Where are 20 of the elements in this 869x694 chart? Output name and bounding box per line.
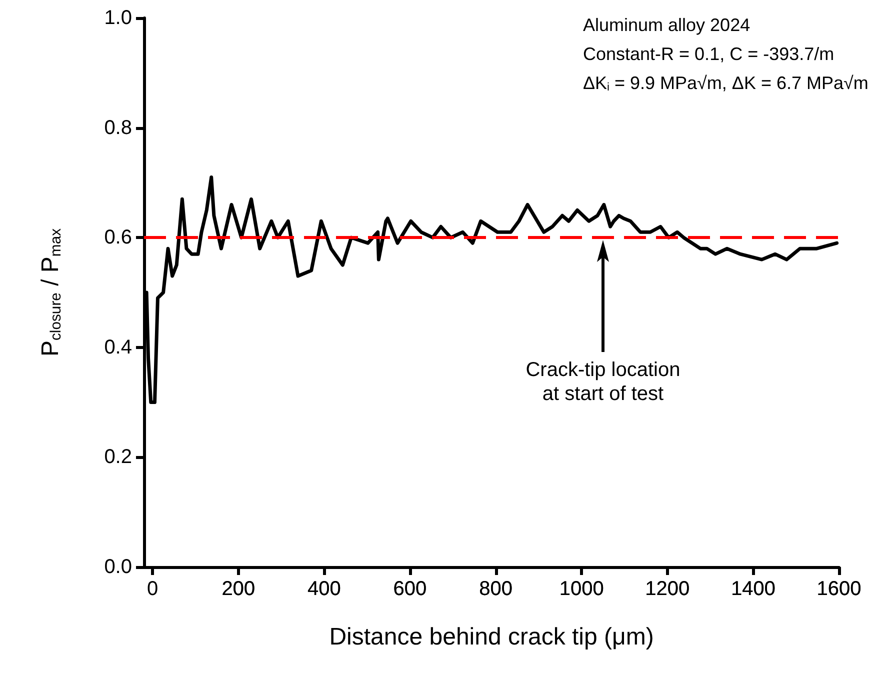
x-tick-label: 400: [307, 577, 341, 601]
x-tick-label: 0: [147, 577, 158, 601]
x-tick-label: 1000: [559, 577, 604, 601]
x-tick-label: 200: [222, 577, 256, 601]
x-axis-title: Distance behind crack tip (μm): [329, 624, 654, 650]
y-tick-label: 0.6: [104, 226, 132, 249]
x-tick-label: 600: [393, 577, 427, 601]
y-axis-title: Pclosure / Pmax: [37, 228, 64, 357]
y-tick-label: 0.8: [104, 116, 132, 139]
annotation: Crack-tip location at start of test: [526, 358, 680, 406]
annotation: Aluminum alloy 2024: [583, 15, 750, 35]
x-tick-label: 1600: [816, 577, 862, 601]
x-tick-label: 1200: [645, 577, 690, 601]
y-tick-label: 0.2: [104, 446, 132, 468]
y-tick-label: 0.0: [104, 556, 132, 578]
annotation: Constant-R = 0.1, C = -393.7/m: [583, 44, 834, 64]
y-tick-label: 0.4: [104, 336, 132, 358]
y-tick-label: 1.0: [104, 7, 132, 29]
x-tick-label: 1400: [730, 577, 776, 601]
x-tick-label: 800: [479, 577, 512, 601]
